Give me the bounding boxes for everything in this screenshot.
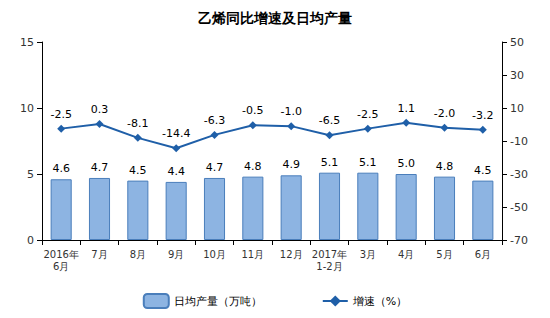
svg-text:4.5: 4.5 xyxy=(474,164,492,177)
svg-text:-14.4: -14.4 xyxy=(162,127,190,140)
svg-text:5月: 5月 xyxy=(436,249,452,260)
svg-text:11月: 11月 xyxy=(241,249,264,260)
svg-text:50: 50 xyxy=(510,36,524,49)
svg-text:10: 10 xyxy=(20,102,34,115)
svg-text:-10: -10 xyxy=(510,135,528,148)
svg-text:-2.0: -2.0 xyxy=(434,107,455,120)
svg-text:4.5: 4.5 xyxy=(129,164,147,177)
svg-text:0.3: 0.3 xyxy=(91,103,109,116)
svg-text:-0.5: -0.5 xyxy=(242,104,263,117)
svg-text:4.8: 4.8 xyxy=(244,160,262,173)
svg-text:日均产量（万吨）: 日均产量（万吨） xyxy=(174,295,262,308)
svg-text:6月: 6月 xyxy=(53,261,69,272)
svg-text:5.0: 5.0 xyxy=(397,157,415,170)
svg-text:4.7: 4.7 xyxy=(206,161,224,174)
svg-text:0: 0 xyxy=(27,234,34,247)
svg-text:15: 15 xyxy=(20,36,34,49)
svg-text:-30: -30 xyxy=(510,168,528,181)
svg-text:4.6: 4.6 xyxy=(52,162,70,175)
svg-text:乙烯同比增速及日均产量: 乙烯同比增速及日均产量 xyxy=(198,10,352,26)
svg-text:4.8: 4.8 xyxy=(436,160,454,173)
svg-text:3月: 3月 xyxy=(360,249,376,260)
svg-text:-2.5: -2.5 xyxy=(50,108,71,121)
svg-text:5.1: 5.1 xyxy=(359,156,377,169)
svg-text:-2.5: -2.5 xyxy=(357,108,378,121)
svg-text:2017年: 2017年 xyxy=(312,249,347,260)
svg-text:6月: 6月 xyxy=(475,249,491,260)
svg-text:-50: -50 xyxy=(510,201,528,214)
svg-text:7月: 7月 xyxy=(91,249,107,260)
svg-text:-70: -70 xyxy=(510,234,528,247)
svg-text:-1.0: -1.0 xyxy=(280,105,301,118)
svg-text:-8.1: -8.1 xyxy=(127,117,148,130)
svg-text:4.4: 4.4 xyxy=(167,165,185,178)
svg-text:增速（%）: 增速（%） xyxy=(352,295,407,308)
svg-text:30: 30 xyxy=(510,69,524,82)
svg-text:-6.3: -6.3 xyxy=(204,114,225,127)
svg-text:12月: 12月 xyxy=(280,249,303,260)
svg-text:4.7: 4.7 xyxy=(91,161,109,174)
svg-text:1.1: 1.1 xyxy=(397,102,415,115)
svg-text:5: 5 xyxy=(27,168,34,181)
svg-text:10月: 10月 xyxy=(203,249,226,260)
svg-text:-3.2: -3.2 xyxy=(472,109,493,122)
svg-text:10: 10 xyxy=(510,102,524,115)
svg-text:8月: 8月 xyxy=(130,249,146,260)
svg-text:5.1: 5.1 xyxy=(321,156,339,169)
svg-text:1-2月: 1-2月 xyxy=(316,261,342,272)
svg-text:9月: 9月 xyxy=(168,249,184,260)
svg-text:2016年: 2016年 xyxy=(43,249,78,260)
svg-text:-6.5: -6.5 xyxy=(319,114,340,127)
svg-text:4.9: 4.9 xyxy=(282,158,300,171)
svg-text:4月: 4月 xyxy=(398,249,414,260)
